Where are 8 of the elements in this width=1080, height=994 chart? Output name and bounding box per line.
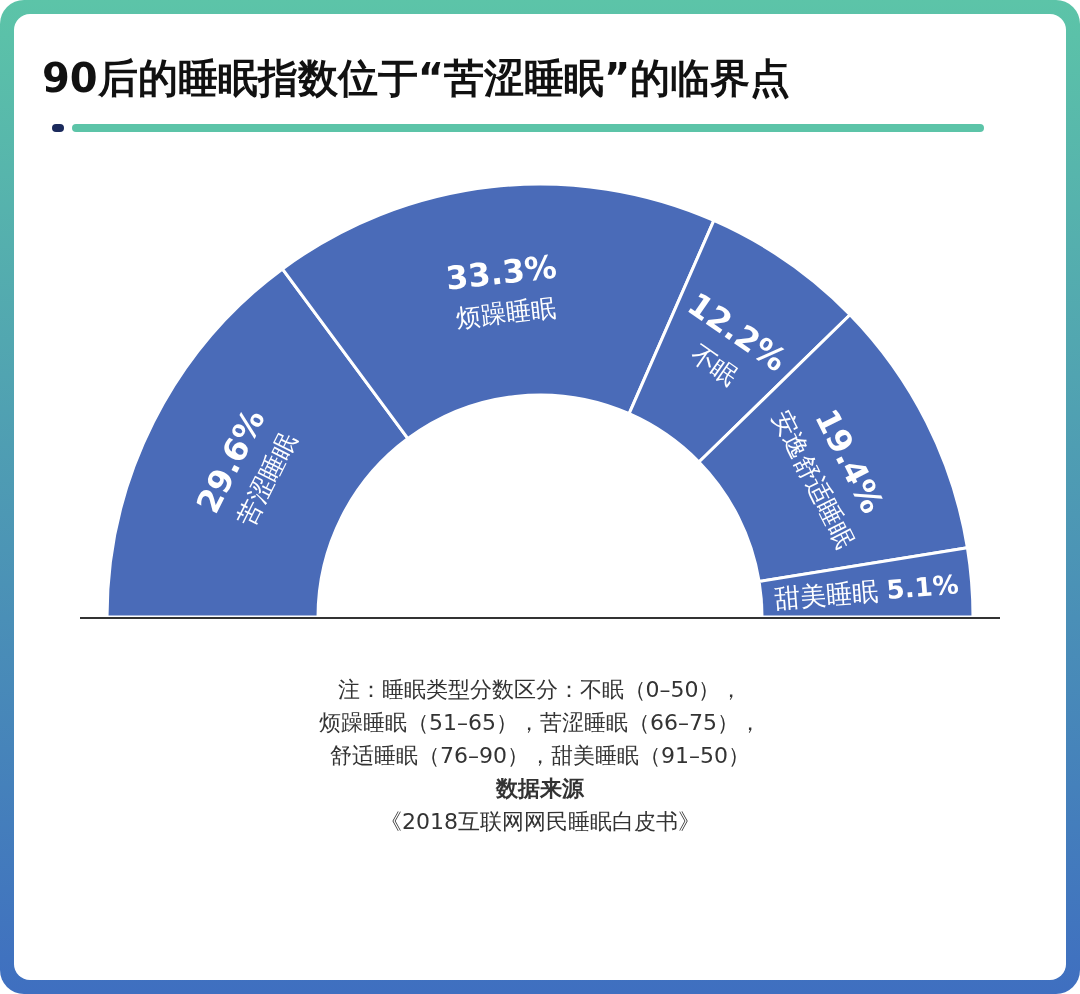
slice-label: 甜美睡眠 bbox=[773, 575, 880, 615]
text: 《2018互联网网民睡眠白皮书》 bbox=[380, 809, 700, 834]
chart-title: 90后的睡眠指数位于“苦涩睡眠”的临界点 bbox=[42, 55, 791, 101]
text: 烦躁睡眠（51–65），苦涩睡眠（66–75）， bbox=[319, 710, 761, 735]
text: 注：睡眠类型分数区分：不眠（0–50）， bbox=[337, 677, 743, 702]
data-label: 5.1% bbox=[885, 569, 960, 606]
text: 数据来源 bbox=[495, 776, 585, 801]
text: 舒适睡眠（76–90），甜美睡眠（91–50） bbox=[330, 743, 750, 768]
